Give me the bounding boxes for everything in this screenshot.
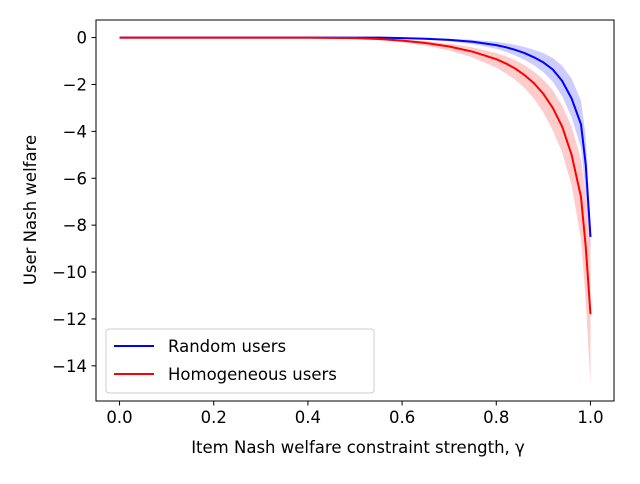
x-tick-label: 0.8 [483,408,509,427]
x-tick-label: 0.0 [106,408,132,427]
y-tick-label: −8 [63,216,87,235]
y-tick-label: −10 [52,263,87,282]
plot-area [119,36,592,385]
y-tick-label: −2 [63,75,87,94]
x-tick-label: 1.0 [577,408,603,427]
x-axis-label: Item Nash welfare constraint strength, γ [191,438,525,457]
legend-label-1: Homogeneous users [168,365,337,384]
series-1-line [119,36,592,315]
y-tick-label: −6 [63,169,87,188]
x-tick-label: 0.6 [389,408,415,427]
y-tick-label: 0 [77,29,88,48]
y-tick-label: −14 [52,357,87,376]
legend-label-0: Random users [168,337,286,356]
axes: 0.0 0.2 0.4 0.6 0.8 1.0 0 −2 −4 −6 −8 −10 −12 −14 [52,19,615,427]
y-tick-label: −4 [63,122,87,141]
axes-frame [95,19,615,402]
y-axis-label: User Nash welfare [21,135,40,285]
legend-frame [105,328,375,394]
y-tick-label: −12 [52,310,87,329]
x-tick-label: 0.2 [201,408,227,427]
legend: Random users Homogeneous users [105,328,375,394]
x-tick-label: 0.4 [295,408,321,427]
series-0-band [119,37,591,249]
